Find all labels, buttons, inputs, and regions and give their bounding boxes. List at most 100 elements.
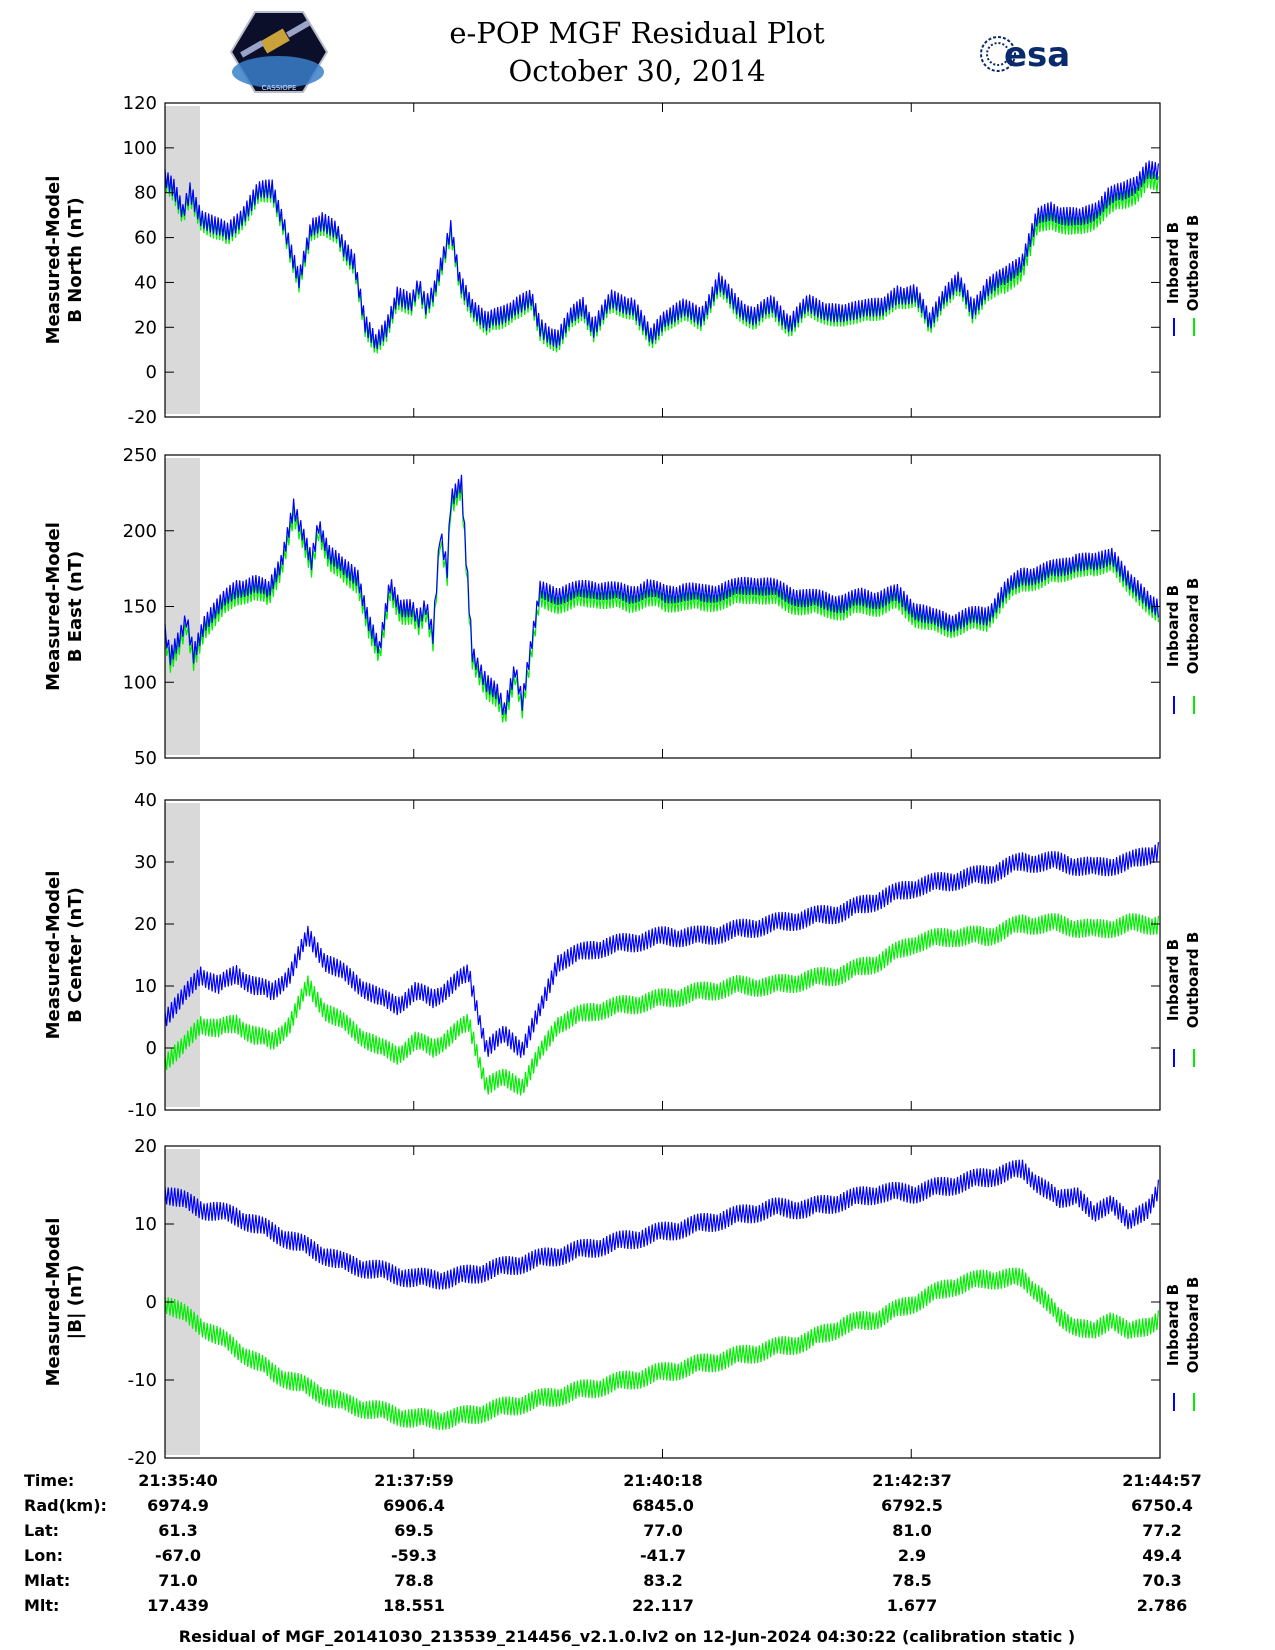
series-outboard-line bbox=[164, 1267, 1159, 1430]
y-axis-label: Measured-ModelB East (nT) bbox=[43, 522, 86, 691]
y-axis-label-line: B North (nT) bbox=[65, 197, 86, 323]
panel-2: 50 100 150 200 250 Measured-ModelB East (nT) I… bbox=[43, 445, 1202, 769]
series-inboard-line bbox=[164, 160, 1159, 350]
y-tick-label: 200 bbox=[123, 521, 157, 542]
esa-logo-label: esa bbox=[1004, 35, 1070, 75]
y-tick-label: 50 bbox=[134, 748, 157, 769]
legend-inboard-label: Inboard B bbox=[1164, 1284, 1182, 1366]
legend-inboard-label: Inboard B bbox=[1164, 939, 1182, 1021]
y-axis-label-line: |B| (nT) bbox=[65, 1265, 86, 1340]
footer-caption: Residual of MGF_20141030_213539_214456_v… bbox=[179, 1627, 1075, 1646]
table-cell: 78.5 bbox=[892, 1571, 931, 1590]
table-row-label: Rad(km): bbox=[24, 1496, 107, 1515]
y-axis-label: Measured-Model|B| (nT) bbox=[43, 1218, 86, 1387]
table-cell: 77.0 bbox=[643, 1521, 682, 1540]
y-axis-label-line: B East (nT) bbox=[65, 551, 86, 663]
table-cell: 49.4 bbox=[1142, 1546, 1181, 1565]
y-tick-label: 20 bbox=[134, 317, 157, 338]
legend-inboard-label: Inboard B bbox=[1164, 222, 1182, 304]
y-tick-label: 80 bbox=[134, 183, 157, 204]
y-tick-label: 250 bbox=[123, 445, 157, 466]
table-cell: 6845.0 bbox=[632, 1496, 694, 1515]
y-tick-label: 0 bbox=[146, 362, 157, 383]
table-cell: 71.0 bbox=[158, 1571, 197, 1590]
y-axis-label-line: Measured-Model bbox=[43, 871, 64, 1040]
y-tick-label: -10 bbox=[128, 1370, 157, 1391]
series-outboard-line bbox=[164, 482, 1159, 723]
table-cell: 6792.5 bbox=[881, 1496, 943, 1515]
legend-inboard-label: Inboard B bbox=[1164, 585, 1182, 667]
table-cell: 21:37:59 bbox=[374, 1471, 454, 1490]
data-gap-band bbox=[165, 106, 201, 414]
panel-4: -20 -10 0 10 20 Measured-Model|B| (nT) Inboard… bbox=[43, 1136, 1202, 1469]
y-axis-label-line: B Center (nT) bbox=[65, 887, 86, 1023]
table-cell: 6906.4 bbox=[383, 1496, 445, 1515]
table-cell: 2.9 bbox=[898, 1546, 926, 1565]
plot-frame bbox=[164, 799, 1161, 1111]
y-tick-label: 30 bbox=[134, 852, 157, 873]
y-tick-label: 150 bbox=[123, 597, 157, 618]
table-cell: -67.0 bbox=[155, 1546, 201, 1565]
y-tick-label: 20 bbox=[134, 1136, 157, 1157]
y-tick-label: 40 bbox=[134, 790, 157, 811]
table-cell: 77.2 bbox=[1142, 1521, 1181, 1540]
y-tick-label: 10 bbox=[134, 1214, 157, 1235]
series-inboard-line bbox=[164, 1159, 1159, 1290]
y-tick-label: -10 bbox=[128, 1100, 157, 1121]
esa-logo: esa bbox=[980, 35, 1070, 75]
y-tick-label: 100 bbox=[123, 138, 157, 159]
table-cell: 17.439 bbox=[147, 1596, 209, 1615]
legend-outboard-label: Outboard B bbox=[1184, 1277, 1202, 1374]
y-axis-label-line: Measured-Model bbox=[43, 1218, 64, 1387]
panel-3: -10 0 10 20 30 40 Measured-ModelB Center (nT) I… bbox=[43, 790, 1202, 1121]
cassiope-logo: CASSIOPE bbox=[229, 11, 329, 93]
y-tick-label: 20 bbox=[134, 914, 157, 935]
table-cell: 1.677 bbox=[887, 1596, 938, 1615]
table-cell: 21:35:40 bbox=[138, 1471, 218, 1490]
y-tick-label: 0 bbox=[146, 1038, 157, 1059]
y-tick-label: -20 bbox=[128, 407, 157, 428]
y-tick-label: 60 bbox=[134, 228, 157, 249]
panel-1: -20 0 20 40 60 80 100 120 Measured-ModelB North … bbox=[43, 93, 1202, 428]
y-tick-label: 120 bbox=[123, 93, 157, 114]
plot-frame bbox=[164, 102, 1161, 418]
y-axis-label-line: Measured-Model bbox=[43, 522, 64, 691]
table-cell: -59.3 bbox=[391, 1546, 437, 1565]
table-row-label: Lon: bbox=[24, 1546, 63, 1565]
series-outboard-line bbox=[164, 913, 1159, 1096]
table-cell: 78.8 bbox=[394, 1571, 433, 1590]
y-tick-label: 40 bbox=[134, 272, 157, 293]
title-line-1: e-POP MGF Residual Plot bbox=[449, 16, 825, 50]
table-cell: -41.7 bbox=[640, 1546, 686, 1565]
table-cell: 70.3 bbox=[1142, 1571, 1181, 1590]
table-cell: 6750.4 bbox=[1131, 1496, 1193, 1515]
table-cell: 61.3 bbox=[158, 1521, 197, 1540]
series-inboard-line bbox=[164, 842, 1159, 1058]
y-tick-label: 10 bbox=[134, 976, 157, 997]
table-row-label: Time: bbox=[24, 1471, 74, 1490]
plot-frame bbox=[164, 1145, 1161, 1459]
table-row-label: Mlt: bbox=[24, 1596, 59, 1615]
legend-outboard-label: Outboard B bbox=[1184, 215, 1202, 312]
table-cell: 21:44:57 bbox=[1122, 1471, 1202, 1490]
table-cell: 81.0 bbox=[892, 1521, 931, 1540]
cassiope-logo-label: CASSIOPE bbox=[262, 84, 297, 92]
table-cell: 83.2 bbox=[643, 1571, 682, 1590]
y-tick-label: 0 bbox=[146, 1292, 157, 1313]
table-cell: 69.5 bbox=[394, 1521, 433, 1540]
table-row-label: Lat: bbox=[24, 1521, 59, 1540]
legend-outboard-label: Outboard B bbox=[1184, 578, 1202, 675]
table-cell: 21:42:37 bbox=[872, 1471, 952, 1490]
table-row-label: Mlat: bbox=[24, 1571, 70, 1590]
table-cell: 21:40:18 bbox=[623, 1471, 703, 1490]
table-cell: 6974.9 bbox=[147, 1496, 209, 1515]
y-axis-label: Measured-ModelB Center (nT) bbox=[43, 871, 86, 1040]
table-cell: 2.786 bbox=[1137, 1596, 1188, 1615]
title-line-2: October 30, 2014 bbox=[508, 54, 765, 88]
y-tick-label: -20 bbox=[128, 1448, 157, 1469]
legend-outboard-label: Outboard B bbox=[1184, 932, 1202, 1029]
y-tick-label: 100 bbox=[123, 672, 157, 693]
y-axis-label: Measured-ModelB North (nT) bbox=[43, 176, 86, 345]
table-cell: 22.117 bbox=[632, 1596, 694, 1615]
table-cell: 18.551 bbox=[383, 1596, 445, 1615]
